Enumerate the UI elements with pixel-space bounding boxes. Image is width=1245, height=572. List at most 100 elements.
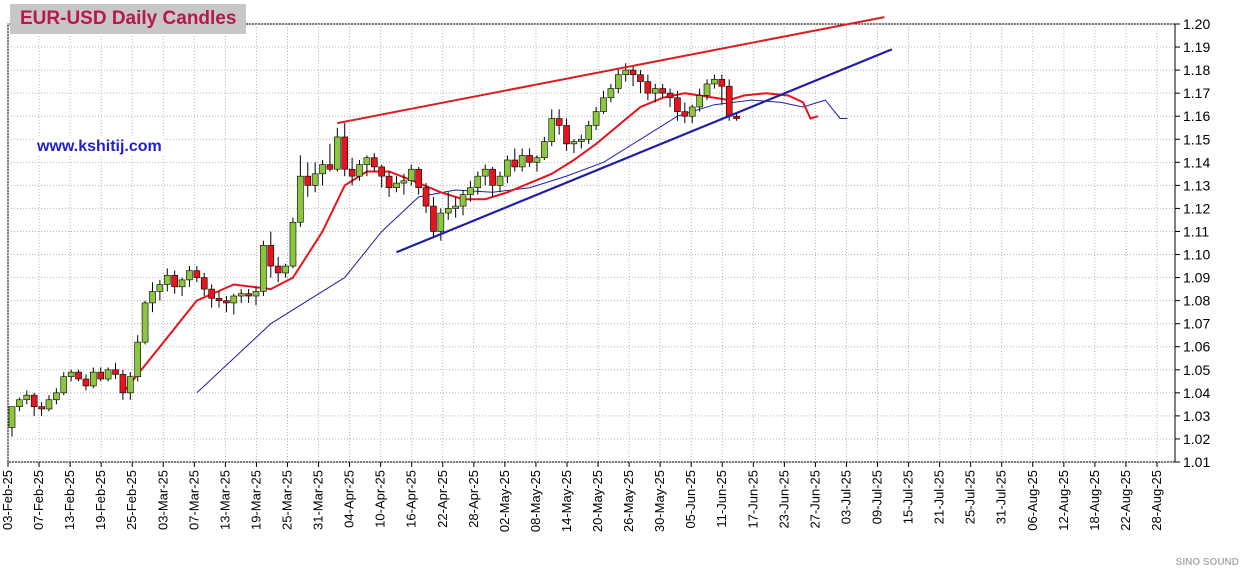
candle-up bbox=[178, 277, 186, 297]
candle-up bbox=[260, 240, 267, 297]
candle-body bbox=[186, 270, 193, 281]
candle-body bbox=[563, 125, 570, 145]
candle-down bbox=[430, 196, 437, 239]
candle-down bbox=[370, 153, 378, 172]
candle-body bbox=[496, 175, 504, 186]
candle-up bbox=[651, 83, 659, 103]
candle-body bbox=[119, 374, 127, 394]
y-tick-label: 1.17 bbox=[1183, 85, 1210, 101]
x-tick-label: 14-May-25 bbox=[559, 470, 574, 532]
candle-down bbox=[30, 392, 38, 416]
candle-down bbox=[489, 166, 496, 197]
candle-body bbox=[141, 302, 149, 343]
candle-body bbox=[297, 175, 304, 223]
candle-down bbox=[637, 70, 644, 94]
candle-body bbox=[245, 293, 252, 297]
candle-body bbox=[289, 221, 297, 267]
candle-up bbox=[156, 279, 164, 301]
candle-up bbox=[363, 155, 371, 177]
y-tick-label: 1.14 bbox=[1183, 154, 1210, 170]
candle-up bbox=[614, 67, 622, 94]
x-tick-label: 03-Jul-25 bbox=[838, 470, 853, 524]
candle-body bbox=[570, 141, 578, 145]
candle-up bbox=[186, 266, 193, 287]
candle-body bbox=[326, 164, 334, 170]
candle-down bbox=[563, 118, 570, 151]
candle-down bbox=[97, 367, 105, 382]
x-tick-label: 09-Jul-25 bbox=[870, 470, 885, 524]
candle-up bbox=[289, 217, 297, 269]
x-tick-label: 19-Feb-25 bbox=[93, 470, 108, 530]
candle-up bbox=[696, 88, 703, 112]
candle-body bbox=[407, 168, 415, 182]
candle-down bbox=[555, 109, 563, 135]
x-tick-label: 18-Aug-25 bbox=[1087, 470, 1102, 531]
candle-up bbox=[711, 74, 718, 89]
website-label: www.kshitij.com bbox=[35, 138, 164, 156]
candle-body bbox=[200, 277, 208, 290]
candle-up bbox=[45, 395, 53, 412]
candle-body bbox=[481, 168, 489, 177]
x-tick-label: 03-Mar-25 bbox=[155, 470, 170, 530]
candle-body bbox=[311, 173, 319, 186]
candle-body bbox=[230, 295, 238, 304]
candle-body bbox=[193, 270, 201, 278]
candle-body bbox=[518, 155, 526, 168]
candle-down bbox=[223, 296, 230, 313]
y-tick-label: 1.07 bbox=[1183, 316, 1210, 332]
candle-body bbox=[208, 288, 215, 299]
candle-body bbox=[504, 159, 511, 177]
candle-up bbox=[356, 160, 363, 181]
x-tick-label: 12-Aug-25 bbox=[1056, 470, 1071, 531]
candle-down bbox=[674, 90, 681, 121]
x-tick-label: 03-Feb-25 bbox=[0, 470, 15, 530]
candle-body bbox=[592, 111, 600, 126]
candle-down bbox=[659, 83, 666, 98]
candle-body bbox=[444, 208, 452, 214]
x-tick-label: 10-Apr-25 bbox=[373, 470, 388, 528]
candle-body bbox=[304, 175, 312, 186]
y-tick-label: 1.05 bbox=[1183, 362, 1210, 378]
candle-body bbox=[511, 159, 519, 168]
candle-body bbox=[274, 265, 282, 274]
candle-up bbox=[311, 162, 319, 193]
x-tick-label: 07-Feb-25 bbox=[31, 470, 46, 530]
candle-body bbox=[541, 141, 548, 159]
candle-body bbox=[474, 175, 482, 188]
candle-up bbox=[570, 139, 578, 154]
candle-up bbox=[230, 293, 238, 315]
resistance-trendline bbox=[337, 16, 885, 125]
candle-down bbox=[415, 166, 422, 195]
x-tick-label: 31-Mar-25 bbox=[311, 470, 326, 530]
x-tick-label: 19-Mar-25 bbox=[248, 470, 263, 530]
candle-body bbox=[356, 164, 363, 177]
candle-down bbox=[378, 164, 385, 188]
x-tick-label: 02-May-25 bbox=[497, 470, 512, 532]
candle-body bbox=[178, 279, 186, 288]
y-tick-label: 1.01 bbox=[1183, 454, 1210, 470]
candle-body bbox=[415, 168, 422, 188]
candle-body bbox=[30, 394, 38, 407]
candle-body bbox=[334, 136, 341, 170]
y-tick-label: 1.10 bbox=[1183, 247, 1210, 263]
candle-body bbox=[459, 194, 467, 207]
candle-up bbox=[282, 263, 289, 278]
candle-body bbox=[422, 187, 430, 207]
candle-up bbox=[319, 160, 326, 186]
x-tick-label: 22-Aug-25 bbox=[1118, 470, 1133, 531]
candle-up bbox=[444, 192, 452, 220]
x-tick-label: 04-Apr-25 bbox=[342, 470, 357, 528]
candle-body bbox=[703, 83, 711, 96]
x-tick-label: 06-Aug-25 bbox=[1025, 470, 1040, 531]
fast-moving-average bbox=[122, 92, 819, 394]
candle-body bbox=[149, 291, 156, 304]
x-tick-label: 25-Mar-25 bbox=[279, 470, 294, 530]
y-tick-label: 1.16 bbox=[1183, 108, 1210, 124]
candle-up bbox=[607, 83, 615, 103]
x-tick-label: 28-Apr-25 bbox=[466, 470, 481, 528]
candle-body bbox=[578, 138, 585, 142]
candle-body bbox=[267, 245, 275, 267]
candle-up bbox=[496, 171, 504, 193]
x-tick-label: 23-Jun-25 bbox=[776, 470, 791, 529]
candle-body bbox=[378, 166, 385, 177]
